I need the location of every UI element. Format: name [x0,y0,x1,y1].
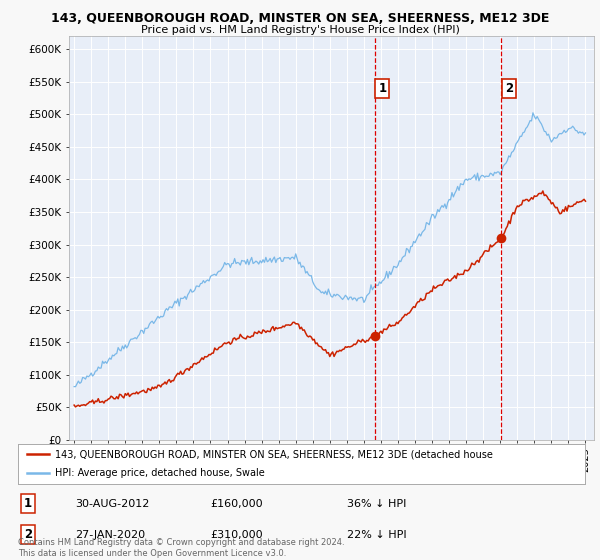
Text: 143, QUEENBOROUGH ROAD, MINSTER ON SEA, SHEERNESS, ME12 3DE: 143, QUEENBOROUGH ROAD, MINSTER ON SEA, … [51,12,549,25]
Text: 143, QUEENBOROUGH ROAD, MINSTER ON SEA, SHEERNESS, ME12 3DE (detached house: 143, QUEENBOROUGH ROAD, MINSTER ON SEA, … [55,449,493,459]
Text: 30-AUG-2012: 30-AUG-2012 [75,499,149,508]
Text: 36% ↓ HPI: 36% ↓ HPI [347,499,406,508]
Text: Price paid vs. HM Land Registry's House Price Index (HPI): Price paid vs. HM Land Registry's House … [140,25,460,35]
Text: 2: 2 [24,528,32,541]
Text: 1: 1 [24,497,32,510]
Text: 1: 1 [379,82,386,95]
Text: £160,000: £160,000 [211,499,263,508]
Text: 22% ↓ HPI: 22% ↓ HPI [347,530,406,539]
Text: 27-JAN-2020: 27-JAN-2020 [75,530,145,539]
Text: Contains HM Land Registry data © Crown copyright and database right 2024.
This d: Contains HM Land Registry data © Crown c… [18,538,344,558]
Text: £310,000: £310,000 [211,530,263,539]
Text: 2: 2 [505,82,513,95]
Text: HPI: Average price, detached house, Swale: HPI: Average price, detached house, Swal… [55,468,265,478]
